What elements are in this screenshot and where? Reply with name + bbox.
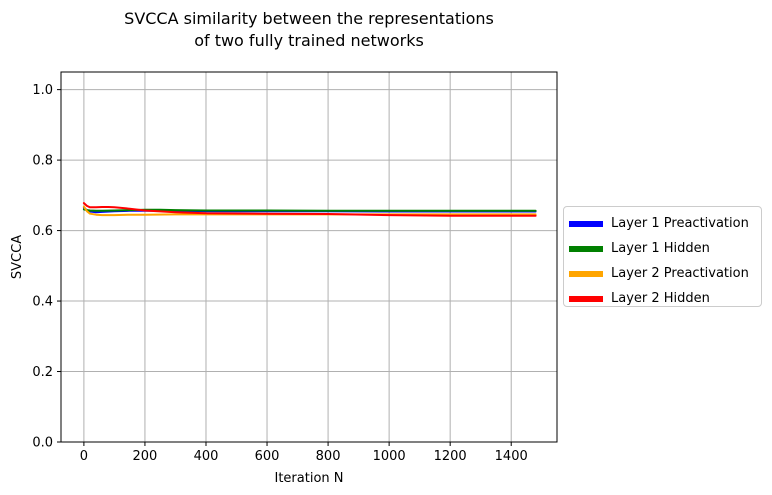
y-tick-label: 0.8 (32, 154, 53, 169)
x-tick-label: 400 (194, 449, 219, 464)
x-tick-label: 1200 (434, 449, 467, 464)
series-lines (82, 202, 537, 217)
y-tick-label: 0.4 (32, 295, 53, 310)
legend-swatch (569, 220, 603, 227)
legend-item: Layer 1 Hidden (564, 236, 761, 261)
x-axis-label: Iteration N (275, 471, 344, 486)
y-tick-label: 0.2 (32, 365, 53, 380)
series-line-2 (82, 208, 537, 212)
legend-label: Layer 2 Preactivation (611, 266, 749, 281)
x-tick-label: 200 (133, 449, 158, 464)
legend-swatch (569, 295, 603, 302)
x-tick-label: 800 (316, 449, 341, 464)
chart-legend: Layer 1 Preactivation Layer 1 Hidden Layer… (563, 206, 762, 307)
x-tick-label: 0 (80, 449, 88, 464)
chart-title-line-2: of two fully trained networks (194, 31, 424, 50)
grid-lines (61, 72, 557, 443)
chart-title-line-1: SVCCA similarity between the representat… (124, 9, 494, 28)
y-tick-label: 0.6 (32, 224, 53, 239)
legend-label: Layer 1 Preactivation (611, 216, 749, 231)
x-tick-label: 600 (255, 449, 280, 464)
plot-frame (60, 71, 558, 443)
y-tick-label: 0.0 (32, 436, 53, 451)
x-tick-label: 1400 (495, 449, 528, 464)
legend-item: Layer 1 Preactivation (564, 211, 761, 236)
legend-swatch (569, 245, 603, 252)
legend-swatch (569, 270, 603, 277)
y-axis-label: SVCCA (10, 235, 25, 279)
y-tick-label: 1.0 (32, 83, 53, 98)
legend-label: Layer 2 Hidden (611, 291, 710, 306)
legend-item: Layer 2 Preactivation (564, 261, 761, 286)
x-tick-label: 1000 (373, 449, 406, 464)
series-line-4 (82, 202, 537, 217)
legend-item: Layer 2 Hidden (564, 286, 761, 311)
y-axis-ticks: 0.0 0.2 0.4 0.6 0.8 1.0 (32, 83, 61, 451)
x-axis-ticks: 0 200 400 600 800 1000 1200 1400 (80, 442, 528, 464)
legend-label: Layer 1 Hidden (611, 241, 710, 256)
